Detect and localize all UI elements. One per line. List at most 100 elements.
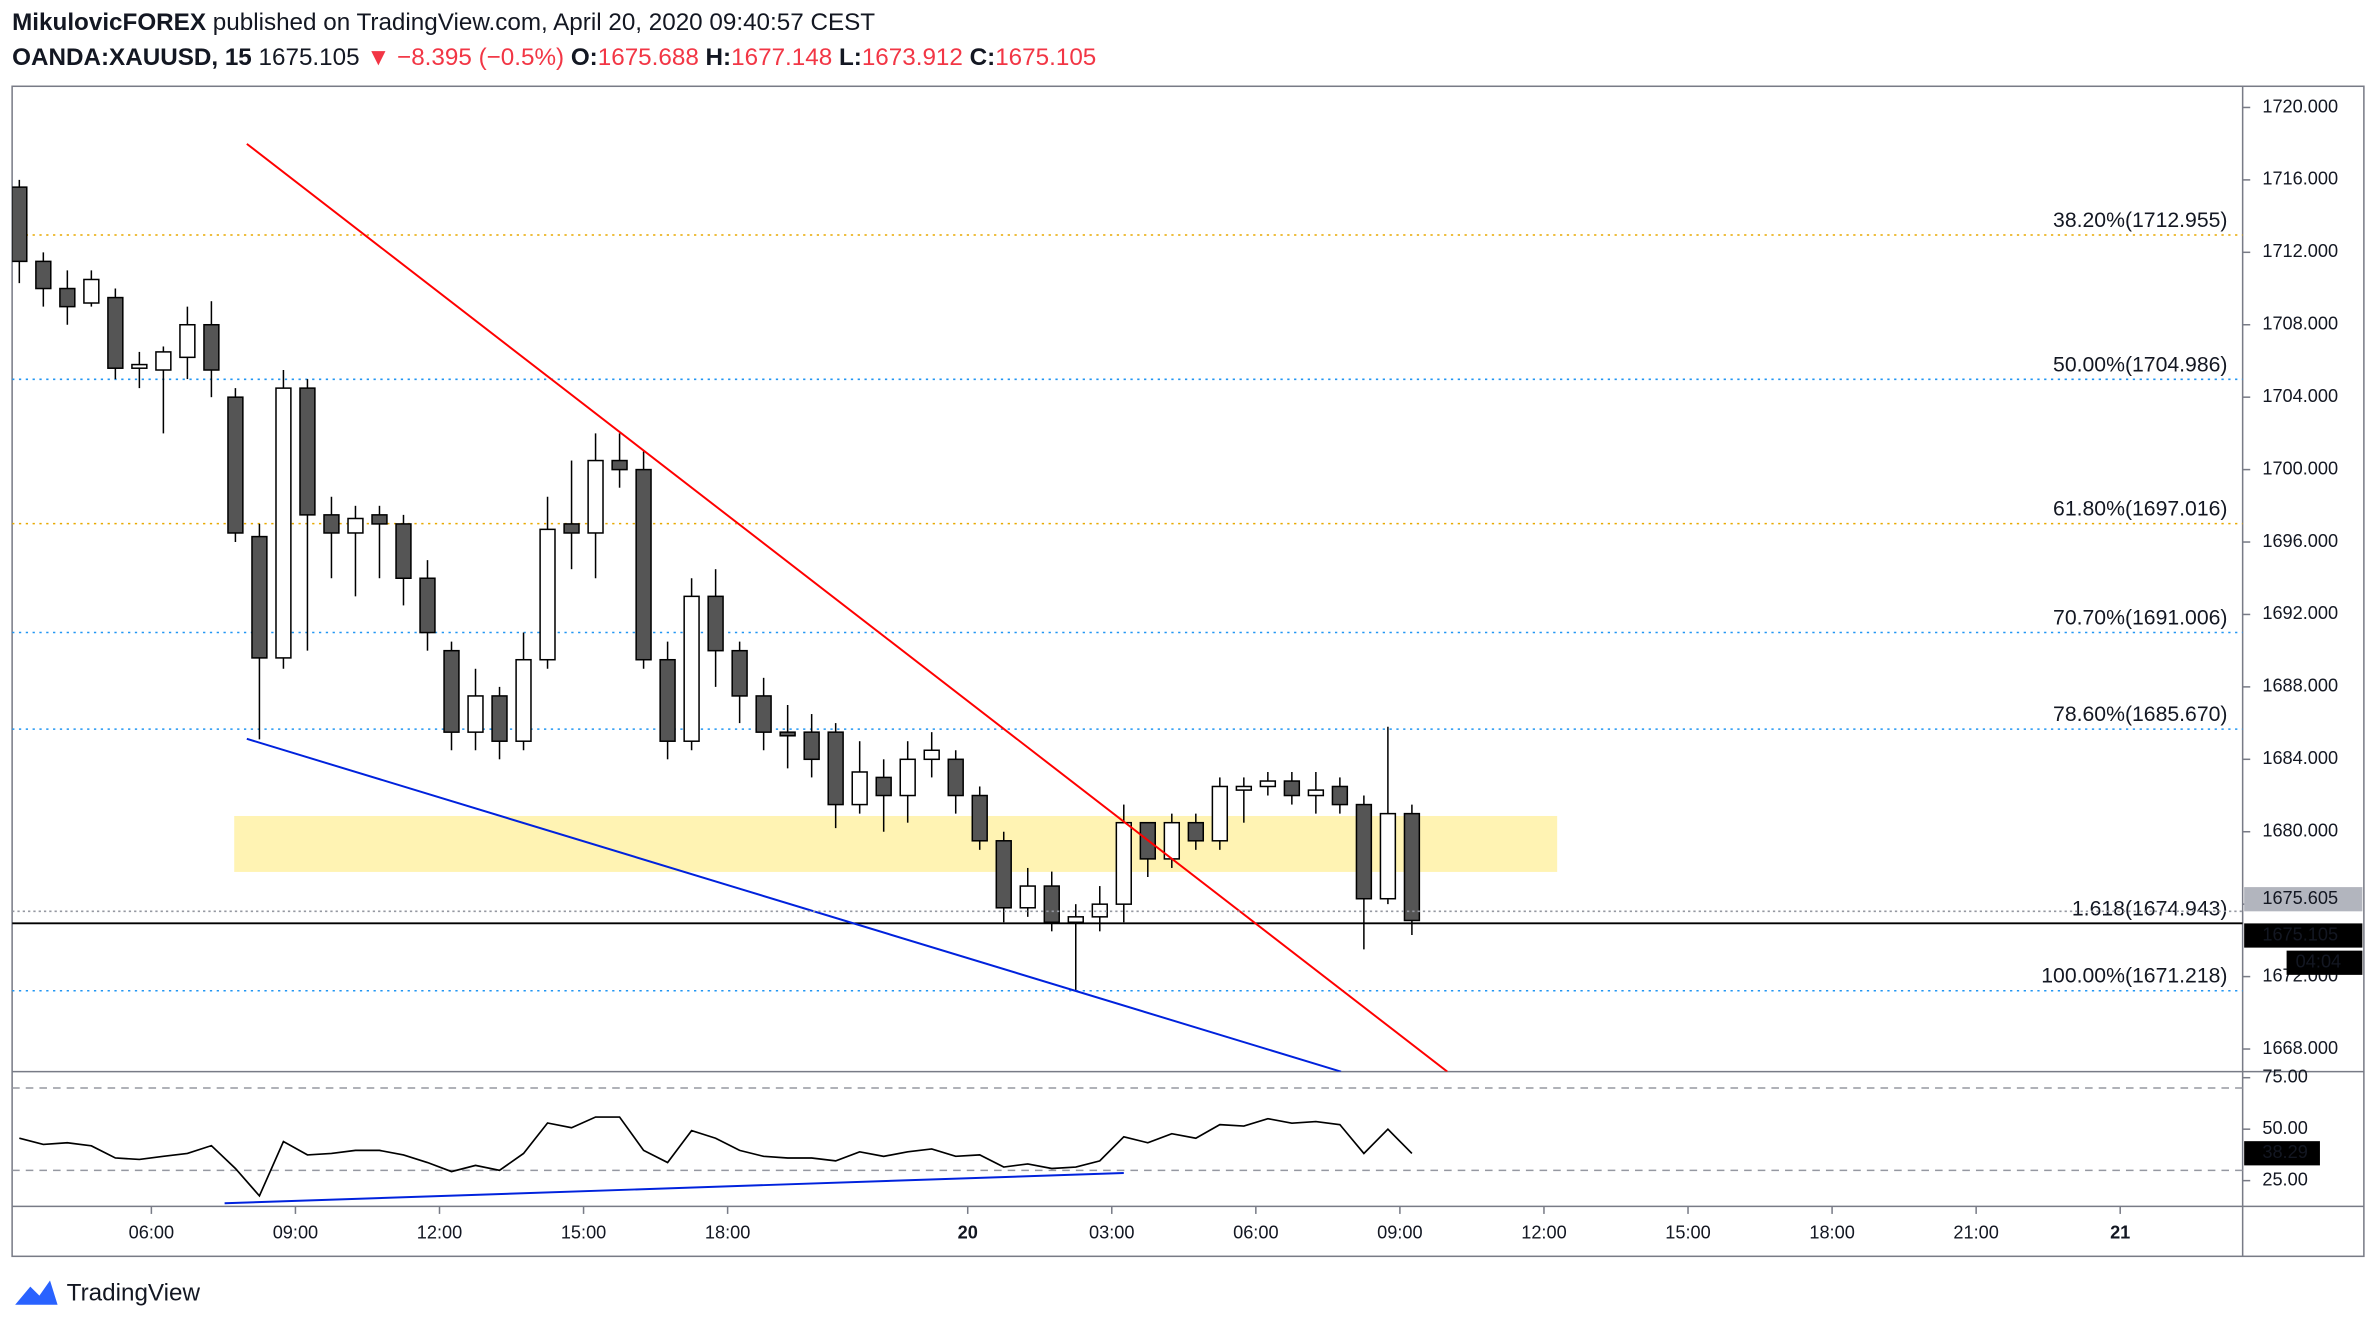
x-tick-label: 21:00: [1953, 1222, 1998, 1242]
level-label: 78.60%(1685.670): [2053, 703, 2227, 726]
trendline: [246, 143, 1448, 1072]
h-label: H:: [706, 44, 732, 71]
candle-body: [731, 649, 748, 697]
symbol-line: OANDA:XAUUSD, 15 1675.105 ▼ −8.395 (−0.5…: [12, 44, 1096, 71]
candle-body: [395, 523, 412, 579]
candle-body: [995, 840, 1012, 909]
x-tick-label: 09:00: [273, 1222, 318, 1242]
y-tick-label: 1716.000: [2262, 169, 2338, 189]
candle-body: [899, 758, 916, 797]
candle-body: [587, 459, 604, 534]
o-value: 1675.688: [598, 44, 699, 71]
candle-body: [1259, 780, 1277, 788]
candle-body: [179, 323, 196, 359]
candle-body: [1235, 785, 1253, 791]
candle-body: [1307, 789, 1325, 797]
c-value: 1675.105: [995, 44, 1096, 71]
y-tick-label: 25.00: [2262, 1169, 2307, 1189]
countdown: 04:04: [2296, 952, 2341, 972]
y-tick-label: 1708.000: [2262, 314, 2338, 334]
candle-body: [515, 658, 532, 742]
y-tick-label: 75.00: [2262, 1067, 2307, 1087]
axes: 1668.0001672.0001676.0001680.0001684.000…: [129, 96, 2363, 1242]
candle-body: [35, 260, 52, 290]
y-tick-label: 1696.000: [2262, 531, 2338, 551]
x-tick-label: 09:00: [1377, 1222, 1422, 1242]
candle-body: [419, 577, 436, 634]
rsi-trendline: [224, 1172, 1124, 1205]
candle-body: [1403, 812, 1421, 922]
candle-body: [227, 396, 244, 534]
x-tick-label: 15:00: [561, 1222, 606, 1242]
l-label: L:: [839, 44, 862, 71]
candle-body: [827, 731, 844, 806]
x-tick-label: 12:00: [1521, 1222, 1566, 1242]
candle-body: [1091, 903, 1108, 918]
y-tick-label: 1680.000: [2262, 821, 2338, 841]
candle-body: [971, 794, 988, 842]
y-tick-label: 1720.000: [2262, 96, 2338, 116]
candle-body: [12, 186, 28, 263]
o-label: O:: [571, 44, 598, 71]
candle-body: [299, 387, 316, 516]
candle-body: [875, 776, 892, 797]
price-label: 1675.605: [2262, 888, 2338, 908]
y-tick-label: 1668.000: [2262, 1038, 2338, 1058]
price-pane: 38.20%(1712.955) 50.00%(1704.986) 61.80%(1…: [12, 143, 2243, 1072]
price-label-box: [2244, 887, 2363, 912]
x-tick-label: 15:00: [1665, 1222, 1710, 1242]
rsi-line: [19, 1116, 1413, 1198]
frame: [11, 85, 2365, 1258]
candle-body: [83, 278, 100, 304]
x-tick-label: 18:00: [1809, 1222, 1854, 1242]
rsi-last-box: [2244, 1141, 2320, 1166]
candle-body: [1283, 780, 1301, 797]
y-tick-label: 1712.000: [2262, 241, 2338, 261]
h-value: 1677.148: [731, 44, 832, 71]
x-tick-label: 12:00: [417, 1222, 462, 1242]
candle-body: [683, 595, 700, 742]
candle-body: [947, 758, 964, 797]
rsi-last-label: 38.29: [2262, 1142, 2307, 1162]
level-label: 100.00%(1671.218): [2041, 965, 2227, 988]
y-tick-label: 1700.000: [2262, 458, 2338, 478]
candle-body: [803, 731, 820, 761]
x-tick-label: 18:00: [705, 1222, 750, 1242]
candle-body: [443, 649, 460, 733]
candle-body: [755, 695, 772, 733]
x-tick-label: 20: [958, 1222, 978, 1242]
candle-body: [1019, 885, 1036, 909]
trendline: [246, 737, 1342, 1072]
candle-body: [923, 749, 940, 761]
price-label: 1675.105: [2262, 924, 2338, 944]
level-label: 38.20%(1712.955): [2053, 209, 2227, 232]
level-label: 70.70%(1691.006): [2053, 606, 2227, 629]
candle-body: [131, 363, 148, 369]
c-label: C:: [970, 44, 996, 71]
x-tick-label: 06:00: [129, 1222, 174, 1242]
candle-body: [155, 351, 172, 371]
y-tick-label: 1688.000: [2262, 676, 2338, 696]
candle-body: [563, 523, 580, 534]
l-value: 1673.912: [862, 44, 963, 71]
candle-body: [851, 771, 868, 806]
candle-body: [347, 517, 364, 534]
candle-body: [59, 287, 76, 308]
candle-body: [635, 468, 652, 661]
candle-body: [467, 695, 484, 733]
logo: TradingView: [15, 1280, 201, 1307]
y-tick-label: 1704.000: [2262, 386, 2338, 406]
candle-body: [323, 514, 340, 534]
change: ▼ −8.395 (−0.5%): [366, 44, 564, 71]
level-label: 61.80%(1697.016): [2053, 498, 2227, 521]
countdown-box: [2286, 950, 2363, 975]
author: MikulovicFOREX: [12, 10, 206, 37]
candle-body: [1379, 812, 1397, 900]
candle-body: [1067, 916, 1084, 924]
level-label: 1.618(1674.943): [2072, 897, 2228, 920]
candle-body: [1355, 803, 1373, 900]
candle-body: [251, 535, 268, 659]
candle-body: [491, 695, 508, 742]
candle-body: [707, 595, 724, 652]
